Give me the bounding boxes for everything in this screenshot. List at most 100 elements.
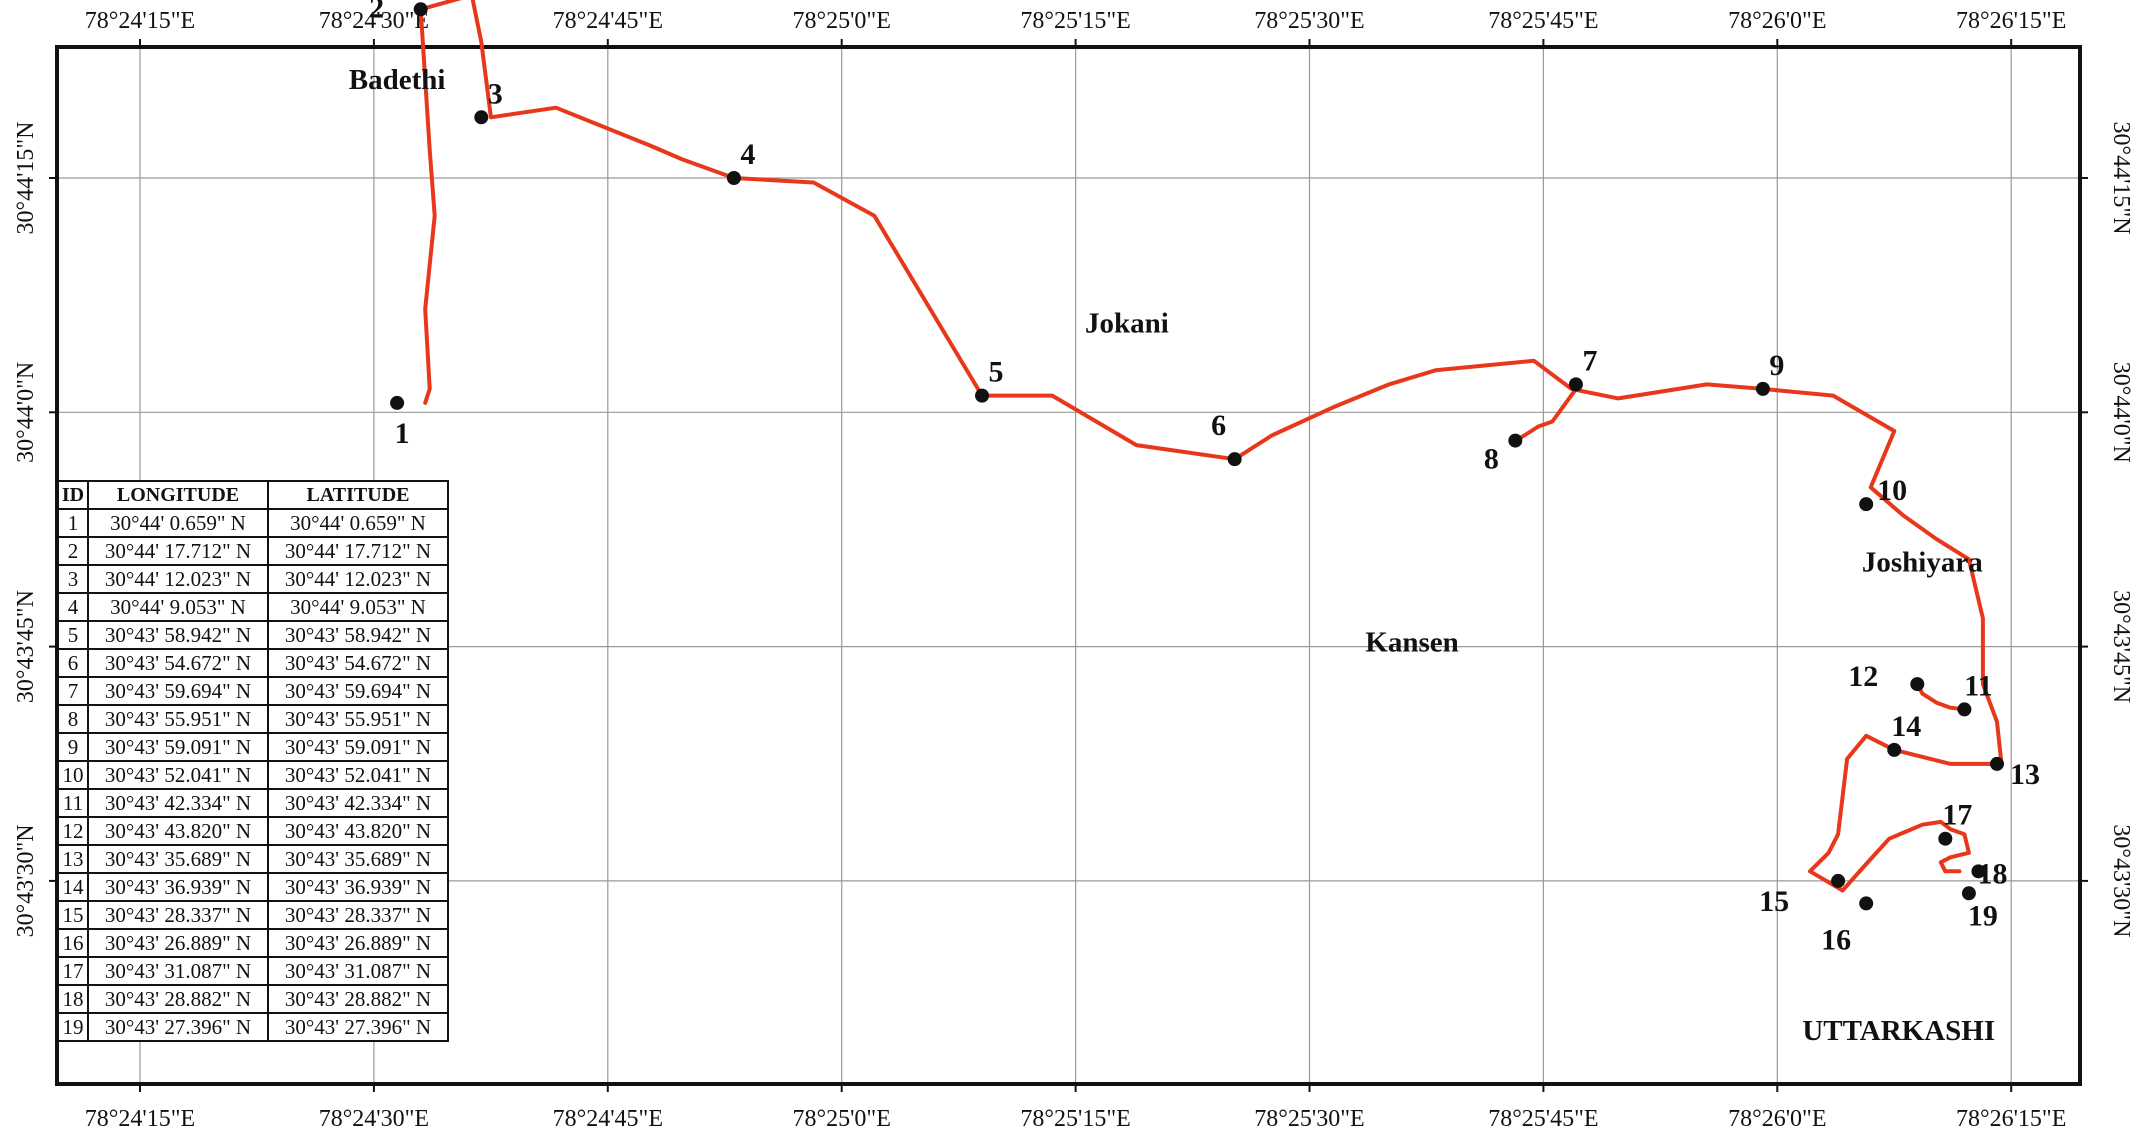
tick-label-bottom: 78°26'0"E <box>1728 1106 1826 1132</box>
route-point-label: 7 <box>1582 344 1597 377</box>
cell-id: 17 <box>57 956 89 986</box>
cell-latitude: 30°43' 31.087" N <box>267 956 449 986</box>
table-row: 5 30°43' 58.942" N 30°43' 58.942" N <box>57 620 449 650</box>
table-row: 18 30°43' 28.882" N 30°43' 28.882" N <box>57 984 449 1014</box>
table-row: 14 30°43' 36.939" N 30°43' 36.939" N <box>57 872 449 902</box>
cell-latitude: 30°44' 12.023" N <box>267 564 449 594</box>
cell-longitude: 30°43' 59.694" N <box>87 676 269 706</box>
cell-id: 6 <box>57 648 89 678</box>
cell-latitude: 30°43' 36.939" N <box>267 872 449 902</box>
route-point-label: 15 <box>1759 885 1789 918</box>
tick-label-top: 78°24'15"E <box>85 8 195 34</box>
route-point-12 <box>1910 677 1925 692</box>
route-point-4 <box>726 171 741 185</box>
route-point-2 <box>413 2 428 17</box>
tick-label-left: 30°43'45"N <box>13 590 39 703</box>
table-row: 13 30°43' 35.689" N 30°43' 35.689" N <box>57 844 449 874</box>
tick-label-top: 78°25'15"E <box>1020 8 1130 34</box>
tick-label-top: 78°26'0"E <box>1728 8 1826 34</box>
route-point-14 <box>1887 742 1902 757</box>
cell-latitude: 30°43' 52.041" N <box>267 760 449 790</box>
table-row: 12 30°43' 43.820" N 30°43' 43.820" N <box>57 816 449 846</box>
table-row: 17 30°43' 31.087" N 30°43' 31.087" N <box>57 956 449 986</box>
graticule-labels: 78°24'15"E 78°24'30"E 78°24'45"E 78°25'0"E 7… <box>13 8 2134 1132</box>
cell-latitude: 30°44' 17.712" N <box>267 536 449 566</box>
route-point-label: 17 <box>1942 799 1972 832</box>
tick-label-bottom: 78°24'30"E <box>319 1106 429 1132</box>
cell-id: 4 <box>57 592 89 622</box>
route-point-label: 13 <box>2010 758 2040 791</box>
cell-id: 14 <box>57 872 89 902</box>
place-label-uttarkashi: UTTARKASHI <box>1802 1015 1995 1047</box>
route-point-6 <box>1227 452 1242 467</box>
route-point-5 <box>975 388 990 403</box>
cell-longitude: 30°44' 17.712" N <box>87 536 269 566</box>
cell-id: 18 <box>57 984 89 1014</box>
tick-label-top: 78°26'15"E <box>1956 8 2066 34</box>
cell-id: 19 <box>57 1012 89 1042</box>
tick-label-top: 78°25'0"E <box>793 8 891 34</box>
tick-label-right: 30°43'30"N <box>2108 824 2134 937</box>
route-point-label: 9 <box>1769 349 1784 382</box>
route-point-9 <box>1755 381 1770 396</box>
route-main-line <box>418 0 2004 893</box>
route-point-label: 12 <box>1848 660 1878 693</box>
column-header-id: ID <box>57 480 89 510</box>
route-point-8 <box>1508 433 1523 448</box>
route-point-19 <box>1961 886 1976 901</box>
route-point-label: 10 <box>1877 474 1907 507</box>
table-row: 4 30°44' 9.053" N 30°44' 9.053" N <box>57 592 449 622</box>
table-body: 1 30°44' 0.659" N 30°44' 0.659" N 2 30°44' 1… <box>57 508 449 1042</box>
route-point-label: 14 <box>1891 710 1921 743</box>
route-spur-line <box>1513 386 1578 443</box>
cell-longitude: 30°43' 59.091" N <box>87 732 269 762</box>
tick-label-top: 78°24'30"E <box>319 8 429 34</box>
cell-longitude: 30°43' 43.820" N <box>87 816 269 846</box>
table-row: 11 30°43' 42.334" N 30°43' 42.334" N <box>57 788 449 818</box>
cell-id: 10 <box>57 760 89 790</box>
route-point-17 <box>1938 831 1953 846</box>
cell-longitude: 30°44' 0.659" N <box>87 508 269 538</box>
tick-label-left: 30°44'15"N <box>13 121 39 234</box>
tick-label-bottom: 78°24'45"E <box>553 1106 663 1132</box>
route-point-label: 6 <box>1211 409 1226 442</box>
place-label-badethi: Badethi <box>349 64 446 96</box>
route-point-label: 11 <box>1964 669 1992 702</box>
cell-latitude: 30°43' 28.882" N <box>267 984 449 1014</box>
route-point-15 <box>1831 873 1846 888</box>
table-row: 19 30°43' 27.396" N 30°43' 27.396" N <box>57 1012 449 1042</box>
route-point-label: 1 <box>395 417 410 450</box>
cell-latitude: 30°44' 9.053" N <box>267 592 449 622</box>
cell-id: 8 <box>57 704 89 734</box>
tick-label-bottom: 78°25'15"E <box>1020 1106 1130 1132</box>
route-point-label: 2 <box>369 0 384 24</box>
cell-longitude: 30°43' 58.942" N <box>87 620 269 650</box>
cell-latitude: 30°43' 35.689" N <box>267 844 449 874</box>
cell-latitude: 30°43' 54.672" N <box>267 648 449 678</box>
cell-longitude: 30°43' 42.334" N <box>87 788 269 818</box>
cell-id: 16 <box>57 928 89 958</box>
tick-label-left: 30°44'0"N <box>13 362 39 463</box>
cell-longitude: 30°43' 55.951" N <box>87 704 269 734</box>
place-label-joshiyara: Joshiyara <box>1862 547 1983 579</box>
route-point-10 <box>1859 497 1874 512</box>
tick-label-bottom: 78°26'15"E <box>1956 1106 2066 1132</box>
cell-longitude: 30°43' 27.396" N <box>87 1012 269 1042</box>
cell-id: 1 <box>57 508 89 538</box>
place-label-jokani: Jokani <box>1085 308 1169 340</box>
cell-id: 15 <box>57 900 89 930</box>
table-row: 9 30°43' 59.091" N 30°43' 59.091" N <box>57 732 449 762</box>
tick-label-left: 30°43'30"N <box>13 824 39 937</box>
cell-longitude: 30°43' 28.337" N <box>87 900 269 930</box>
cell-longitude: 30°43' 31.087" N <box>87 956 269 986</box>
route-spur-line <box>1915 682 1967 712</box>
cell-longitude: 30°44' 9.053" N <box>87 592 269 622</box>
place-labels: Badethi Jokani Kansen Joshiyara UTTARKASHI <box>349 64 1995 1047</box>
tick-label-top: 78°24'45"E <box>553 8 663 34</box>
route-point-label: 4 <box>740 138 755 171</box>
tick-label-top: 78°25'45"E <box>1488 8 1598 34</box>
cell-latitude: 30°43' 59.694" N <box>267 676 449 706</box>
route-point-1 <box>390 395 405 410</box>
tick-label-top: 78°25'30"E <box>1254 8 1364 34</box>
